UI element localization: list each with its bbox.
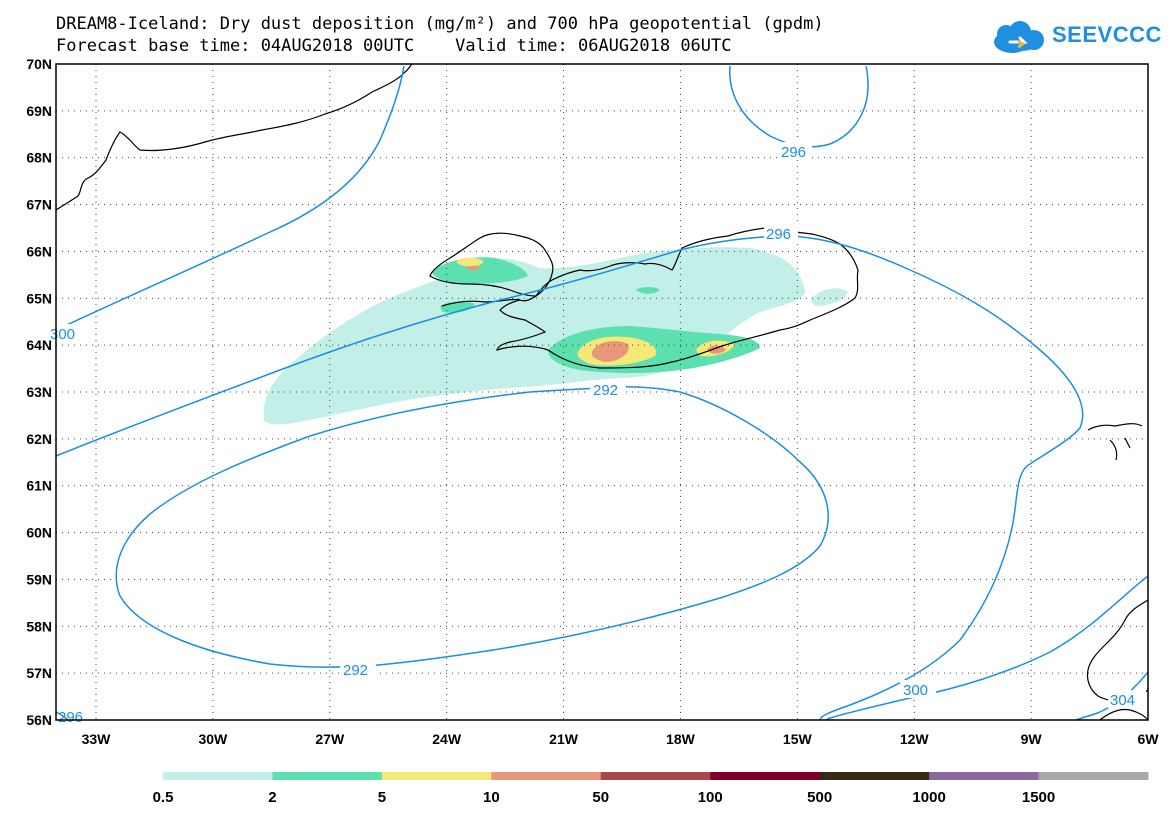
latitude-label: 59N (26, 571, 52, 587)
contour-label: 292 (343, 662, 368, 679)
contour-label: 304 (1110, 692, 1135, 709)
legend-label: 0.5 (153, 789, 174, 806)
latitude-label: 63N (26, 384, 52, 400)
chart-title-line1: DREAM8-Iceland: Dry dust deposition (mg/… (56, 14, 824, 34)
contour-label: 300 (50, 326, 75, 343)
legend-label: 1500 (1022, 789, 1055, 806)
legend-label: 5 (378, 789, 386, 806)
longitude-label: 6W (1138, 731, 1160, 747)
dust-2-westfjords (432, 257, 528, 284)
latitude-label: 70N (26, 56, 52, 72)
longitude-labels: 33W 30W 27W 24W 21W 18W 15W 12W 9W 6W (82, 731, 1160, 747)
map-panel: 296 296 292 292 300 300 304 296 (50, 63, 1149, 726)
chart-title-line2: Forecast base time: 04AUG2018 00UTC Vali… (56, 36, 732, 56)
longitude-label: 12W (900, 731, 930, 747)
dust-10-southeast (707, 345, 726, 354)
latitude-label: 60N (26, 525, 52, 541)
color-legend: 0.5 2 5 10 50 100 500 1000 1500 (153, 772, 1149, 806)
longitude-label: 21W (549, 731, 579, 747)
legend-swatch (600, 772, 711, 780)
latitude-label: 58N (26, 618, 52, 634)
dust-10-south (591, 341, 629, 362)
legend-label: 100 (698, 789, 723, 806)
latitude-label: 65N (26, 290, 52, 306)
contour-label: 300 (903, 682, 928, 699)
legend-swatch (491, 772, 602, 780)
longitude-label: 18W (666, 731, 696, 747)
contour-label: 292 (593, 382, 618, 399)
contour-304-southeast (1075, 671, 1149, 721)
iceland-westfjords (429, 232, 554, 297)
dust-5-westfjords (456, 257, 484, 267)
latitude-label: 66N (26, 243, 52, 259)
contour-label: 296 (781, 144, 806, 161)
legend-swatch (272, 772, 383, 780)
snaefellsnes (441, 298, 521, 307)
legend-label: 2 (268, 789, 276, 806)
legend-swatch (929, 772, 1040, 780)
contour-296-north (729, 65, 869, 148)
latitude-label: 57N (26, 665, 52, 681)
contour-296-southwest (55, 711, 69, 721)
dust-2-center (636, 287, 660, 294)
legend-swatch (819, 772, 930, 780)
contour-296-main (55, 235, 1084, 721)
longitude-label: 24W (432, 731, 462, 747)
legend-label: 10 (483, 789, 500, 806)
latitude-labels: 70N 69N 68N 67N 66N 65N 64N 63N 62N 61N 60N 59N 58N 5… (26, 56, 52, 728)
legend-swatch (163, 772, 273, 780)
iceland-coast (496, 227, 859, 369)
coastlines (55, 63, 1149, 721)
legend-label: 50 (592, 789, 609, 806)
contour-labels: 296 296 292 292 300 300 304 296 (50, 142, 1146, 726)
greenland-coast (55, 63, 413, 211)
latitude-label: 64N (26, 337, 52, 353)
longitude-label: 33W (82, 731, 112, 747)
longitude-label: 27W (315, 731, 345, 747)
latitude-label: 62N (26, 431, 52, 447)
map-frame (55, 63, 1149, 721)
seevccc-logo (994, 21, 1044, 53)
contour-label: 296 (58, 709, 83, 726)
cloud-icon (994, 21, 1044, 53)
contour-label: 296 (766, 226, 791, 243)
logo-text: SEEVCCC (1052, 22, 1162, 47)
legend-swatch (381, 772, 492, 780)
legend-label: 1000 (912, 789, 945, 806)
longitude-label: 30W (198, 731, 228, 747)
latitude-label: 56N (26, 712, 52, 728)
dust-10-westfjords (466, 265, 480, 271)
legend-label: 500 (807, 789, 832, 806)
latitude-label: 69N (26, 103, 52, 119)
legend-swatch (710, 772, 821, 780)
contour-300-southeast (825, 575, 1149, 721)
geopotential-contours (55, 65, 1149, 721)
contour-300-west (55, 65, 405, 331)
legend-swatch (1038, 772, 1149, 780)
faroe-islands (1087, 423, 1143, 461)
longitude-label: 15W (783, 731, 813, 747)
latitude-label: 67N (26, 197, 52, 213)
latitude-label: 61N (26, 478, 52, 494)
longitude-label: 9W (1021, 731, 1043, 747)
dust-patch-east (810, 288, 848, 306)
latitude-label: 68N (26, 150, 52, 166)
